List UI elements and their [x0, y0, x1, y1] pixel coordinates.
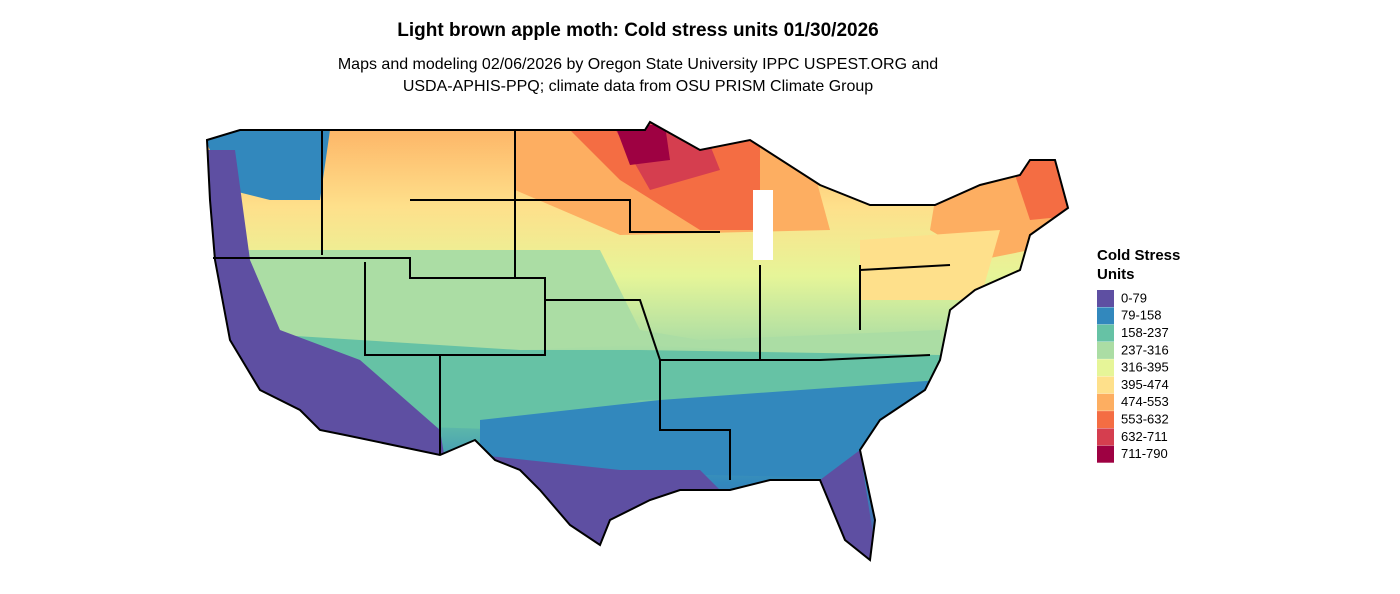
map-area: [207, 122, 1068, 560]
legend-swatch: [1097, 341, 1114, 359]
legend-label: 79-158: [1121, 308, 1161, 323]
map-region: [207, 150, 445, 460]
state-borders: [206, 121, 1069, 561]
legend-swatch: [1097, 428, 1114, 446]
legend-label: 0-79: [1121, 290, 1147, 305]
legend-title: Units: [1097, 266, 1135, 283]
legend-title: Cold Stress: [1097, 247, 1180, 264]
legend-label: 316-395: [1121, 360, 1169, 375]
legend-swatch: [1097, 376, 1114, 394]
subtitle-line: USDA-APHIS-PPQ; climate data from OSU PR…: [403, 78, 873, 95]
legend-label: 237-316: [1121, 342, 1169, 357]
legend-label: 711-790: [1121, 446, 1168, 461]
legend-label: 553-632: [1121, 412, 1169, 427]
legend-label: 395-474: [1121, 377, 1169, 392]
legend-swatch: [1097, 445, 1114, 463]
legend-swatch: [1097, 393, 1114, 411]
map-region: [615, 125, 670, 165]
legend-swatch: [1097, 359, 1114, 377]
legend-swatch: [1097, 324, 1114, 342]
map-title: Light brown apple moth: Cold stress unit…: [397, 20, 878, 41]
legend-swatch: [1097, 307, 1114, 325]
legend: 0-79 79-158 158-237 237-316 316-395 395-474 47…: [1097, 290, 1169, 463]
legend-label: 158-237: [1121, 325, 1169, 340]
legend-label: 474-553: [1121, 394, 1169, 409]
legend-swatch: [1097, 290, 1114, 307]
lake-michigan: [753, 190, 773, 260]
map-region: [207, 250, 940, 360]
legend-label: 632-711: [1121, 429, 1168, 444]
legend-swatch: [1097, 411, 1114, 429]
subtitle-line: Maps and modeling 02/06/2026 by Oregon S…: [338, 56, 938, 73]
map-region: [860, 230, 1000, 300]
